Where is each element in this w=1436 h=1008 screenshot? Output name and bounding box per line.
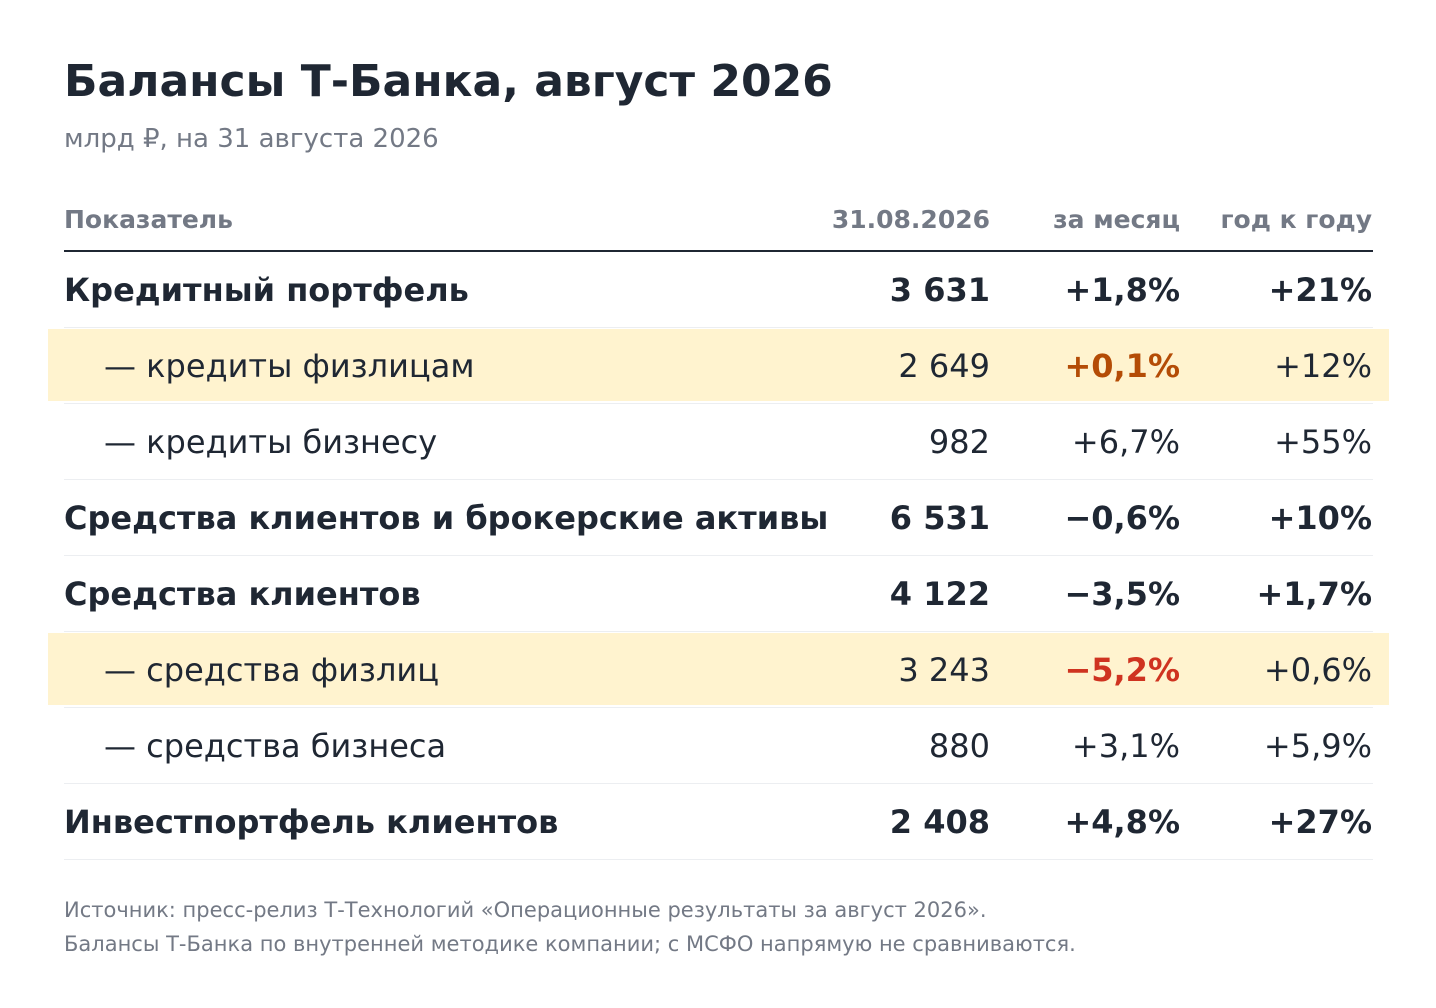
header-date: 31.08.2026 — [831, 205, 990, 234]
row-month-change: +1,8% — [1064, 271, 1180, 309]
row-month-change: +0,1% — [1064, 347, 1180, 385]
row-label: Инвестпортфель клиентов — [64, 803, 559, 841]
row-month-change: −3,5% — [1064, 575, 1180, 613]
table-row-client-funds-brokerage: Средства клиентов и брокерские активы 6 … — [64, 480, 1373, 556]
table-row-business-funds: — средства бизнеса 880 +3,1% +5,9% — [64, 708, 1373, 784]
header-indicator: Показатель — [64, 205, 233, 234]
table-body: Кредитный портфель 3 631 +1,8% +21% — кр… — [48, 252, 1389, 860]
row-value: 982 — [928, 423, 990, 461]
row-year-change: +10% — [1268, 499, 1372, 537]
page-title: Балансы Т-Банка, август 2026 — [64, 56, 833, 107]
row-label: Кредитный портфель — [64, 271, 469, 309]
row-value: 3 631 — [889, 271, 990, 309]
row-value: 880 — [928, 727, 990, 765]
row-label: — средства физлиц — [104, 651, 439, 689]
row-label: — кредиты бизнесу — [104, 423, 438, 461]
header-year-change: год к году — [1220, 205, 1372, 234]
methodology-note: Балансы Т-Банка по внутренней методике к… — [64, 932, 1076, 956]
row-year-change: +1,7% — [1256, 575, 1372, 613]
page-subtitle: млрд ₽, на 31 августа 2026 — [64, 124, 439, 154]
row-highlight — [48, 633, 1389, 705]
table-row-client-funds: Средства клиентов 4 122 −3,5% +1,7% — [64, 556, 1373, 632]
row-month-change: −5,2% — [1064, 651, 1180, 689]
row-month-change: +3,1% — [1071, 727, 1180, 765]
table-row-retail-funds: — средства физлиц 3 243 −5,2% +0,6% — [48, 632, 1389, 708]
row-year-change: +27% — [1268, 803, 1372, 841]
header-month-change: за месяц — [1053, 205, 1180, 234]
balances-table: Показатель 31.08.2026 за месяц год к год… — [48, 190, 1389, 860]
table-row-retail-loans: — кредиты физлицам 2 649 +0,1% +12% — [48, 328, 1389, 404]
row-value: 6 531 — [889, 499, 990, 537]
row-label: — кредиты физлицам — [104, 347, 475, 385]
row-value: 2 408 — [889, 803, 990, 841]
row-value: 3 243 — [898, 651, 990, 689]
row-month-change: +4,8% — [1064, 803, 1180, 841]
row-year-change: +12% — [1274, 347, 1372, 385]
table-row-loan-portfolio: Кредитный портфель 3 631 +1,8% +21% — [64, 252, 1373, 328]
row-value: 2 649 — [898, 347, 990, 385]
row-highlight — [48, 329, 1389, 401]
row-label: — средства бизнеса — [104, 727, 447, 765]
table-row-investment-portfolio: Инвестпортфель клиентов 2 408 +4,8% +27% — [64, 784, 1373, 860]
row-year-change: +5,9% — [1263, 727, 1372, 765]
source-note: Источник: пресс-релиз Т-Технологий «Опер… — [64, 898, 987, 922]
table-header: Показатель 31.08.2026 за месяц год к год… — [64, 190, 1373, 252]
row-value: 4 122 — [889, 575, 990, 613]
row-year-change: +21% — [1268, 271, 1372, 309]
table-row-business-loans: — кредиты бизнесу 982 +6,7% +55% — [64, 404, 1373, 480]
row-year-change: +55% — [1274, 423, 1372, 461]
row-label: Средства клиентов и брокерские активы — [64, 499, 829, 537]
footnotes: Источник: пресс-релиз Т-Технологий «Опер… — [64, 893, 1076, 961]
row-year-change: +0,6% — [1263, 651, 1372, 689]
row-month-change: +6,7% — [1071, 423, 1180, 461]
row-month-change: −0,6% — [1064, 499, 1180, 537]
row-label: Средства клиентов — [64, 575, 421, 613]
